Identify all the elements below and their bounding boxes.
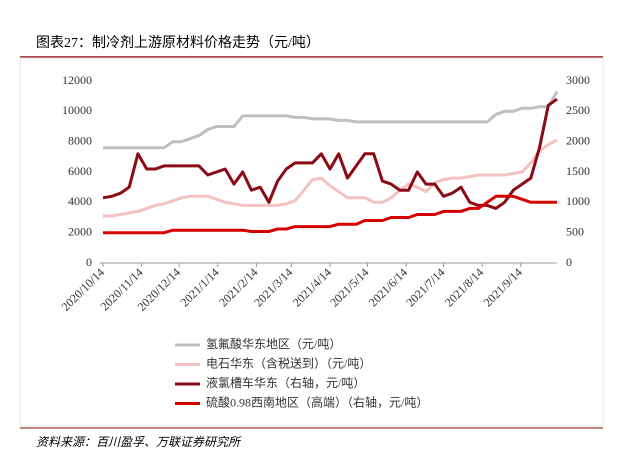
y2-tick-label: 3000 (566, 73, 590, 87)
y2-tick-label: 500 (566, 224, 584, 238)
legend-label: 电石华东（含税送到）（元/吨） (206, 355, 371, 370)
x-tick-label: 2021/5/14 (327, 265, 371, 309)
y2-tick-label: 1000 (566, 194, 590, 208)
y-tick-label: 2000 (68, 224, 92, 238)
y2-tick-label: 2000 (566, 133, 590, 147)
series-line (103, 194, 557, 235)
series-line (102, 97, 558, 210)
legend-label: 液氯槽车华东（右轴，元/吨） (206, 375, 365, 390)
x-tick-label: 2021/6/14 (366, 265, 410, 309)
y-tick-label: 4000 (68, 194, 92, 208)
y-tick-label: 0 (86, 255, 92, 269)
y2-tick-label: 0 (566, 255, 572, 269)
legend-label: 硫酸0.98西南地区（高端）（右轴，元/吨） (206, 394, 428, 409)
y2-tick-label: 2500 (566, 103, 590, 117)
legend-label: 氢氟酸华东地区（元/吨） (206, 336, 341, 351)
series-line (103, 90, 559, 150)
x-tick-label: 2021/1/14 (177, 265, 221, 309)
chart-frame (19, 57, 604, 427)
y-tick-label: 12000 (62, 73, 92, 87)
x-tick-label: 2021/9/14 (481, 265, 525, 309)
x-tick-label: 2021/7/14 (403, 265, 447, 309)
x-tick-label: 2021/8/14 (442, 265, 486, 309)
series-line (103, 138, 558, 218)
y-tick-label: 6000 (68, 164, 92, 178)
chart-title: 图表27：制冷剂上游原材料价格走势（元/吨） (36, 35, 320, 51)
y-tick-label: 8000 (68, 133, 92, 147)
source: 资料来源：百川盈孚、万联证券研究所 (36, 435, 242, 449)
y2-tick-label: 1500 (566, 164, 590, 178)
x-tick-label: 2021/4/14 (290, 265, 334, 309)
y-tick-label: 10000 (62, 103, 92, 117)
x-tick-label: 2021/3/14 (251, 265, 295, 309)
